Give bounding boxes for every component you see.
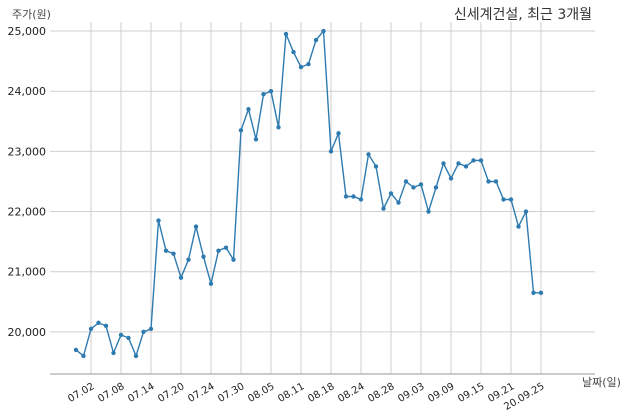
x-tick-label: 07.02 [66,381,96,405]
price-point [156,218,161,223]
price-point [88,326,94,332]
price-point [246,107,251,112]
price-point [523,209,529,214]
price-point [73,347,79,353]
price-point [418,182,424,187]
price-point [111,350,116,356]
price-point [508,197,514,202]
price-point [133,353,139,359]
price-point [343,194,349,199]
price-point [373,164,379,169]
price-point [478,158,484,163]
chart-title: 신세계건설, 최근 3개월 [453,7,592,23]
x-tick-label: 08.05 [246,381,276,405]
price-point [216,248,221,253]
price-point [261,92,266,97]
price-point [336,131,341,136]
price-point [148,326,154,332]
price-point [313,37,319,43]
price-point [253,137,259,142]
y-tick-label: 25,000 [8,25,47,38]
price-point [178,275,184,280]
price-point [223,245,229,250]
price-point [163,248,169,253]
price-point [298,64,304,70]
x-tick-label: 08.24 [336,381,366,405]
x-tick-label: 07.08 [96,381,126,405]
price-point [448,176,454,181]
y-tick-label: 22,000 [8,206,47,219]
price-point [291,49,296,55]
x-axis-label: 날짜(일) [582,376,621,389]
price-point [141,329,146,335]
price-point [381,206,386,211]
price-point [486,179,491,184]
y-tick-label: 21,000 [8,266,47,279]
y-tick-label: 20,000 [8,326,47,339]
price-point [396,200,401,205]
price-point [231,257,236,262]
price-point [283,31,289,37]
x-tick-label: 09.03 [396,381,426,405]
price-point [276,125,281,130]
price-point [403,179,409,184]
price-point [321,28,326,34]
price-point [463,164,469,169]
price-point [516,224,521,229]
price-point [103,323,109,329]
x-tick-label: 08.11 [276,381,306,405]
y-tick-label: 23,000 [8,145,47,158]
price-point [493,179,499,184]
x-tick-label: 08.28 [366,381,396,405]
price-point [238,128,244,133]
price-point [208,281,214,286]
price-point [268,88,274,94]
price-point [193,224,199,229]
y-axis-label: 주가(원) [12,8,51,21]
x-tick-label: 07.30 [216,381,246,405]
price-point [366,152,371,157]
price-point [471,158,476,163]
price-point [186,257,191,262]
price-point [426,209,431,214]
price-line [75,29,541,358]
price-point [118,332,124,338]
x-tick-label: 07.24 [186,381,216,405]
price-point [411,185,416,190]
price-point [328,149,334,154]
y-tick-label: 24,000 [8,85,47,98]
price-point [351,194,356,199]
price-point [171,251,176,256]
price-point [126,335,131,341]
price-point [358,197,364,202]
price-point [81,353,86,359]
price-point [388,191,394,196]
x-tick-label: 09.09 [426,381,456,405]
x-tick-label: 07.20 [156,381,186,405]
x-tick-label: 08.18 [306,381,336,405]
price-point [306,61,311,67]
price-point [456,161,461,166]
x-tick-label: 07.14 [126,381,156,405]
price-point [96,320,101,326]
price-point [538,290,544,295]
price-point [531,290,536,295]
price-point [441,161,446,166]
price-point [201,254,206,259]
x-tick-label: 09.15 [456,381,486,405]
price-point [433,185,439,190]
price-point [501,197,506,202]
